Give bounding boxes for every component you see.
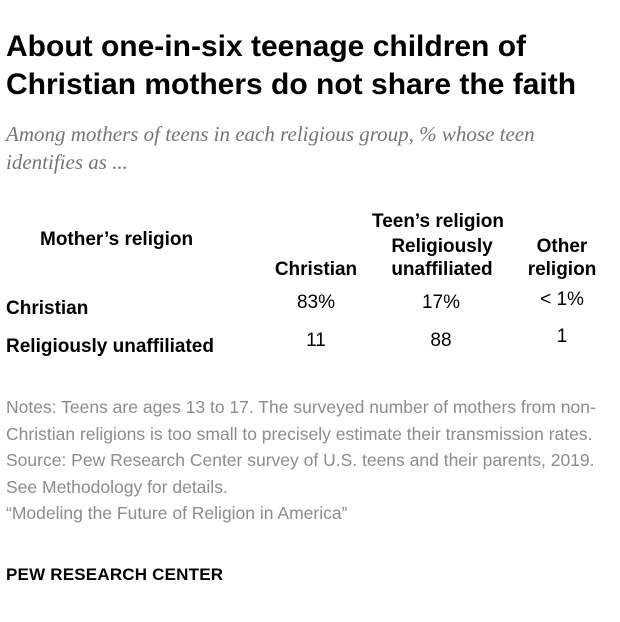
value-unaffiliated-other: 1 — [556, 326, 568, 347]
organization-name: PEW RESEARCH CENTER — [6, 565, 224, 584]
column-header-christian: Christian — [274, 259, 358, 280]
value-christian-other: < 1% — [540, 289, 584, 310]
column-header-unaffiliated: Religiously unaffiliated — [391, 236, 493, 280]
chart-subtitle: Among mothers of teens in each religious… — [6, 122, 535, 174]
row-label-christian: Christian — [6, 298, 89, 319]
notes-text: Notes: Teens are ages 13 to 17. The surv… — [6, 397, 596, 444]
value-christian-christian: 83% — [296, 292, 336, 313]
source-text: Source: Pew Research Center survey of U.… — [6, 450, 595, 497]
column-group-header: Teen’s religion — [372, 211, 504, 232]
row-label-unaffiliated: Religiously unaffiliated — [6, 336, 214, 357]
value-unaffiliated-christian: 11 — [306, 330, 326, 351]
chart-title: About one-in-six teenage children of Chr… — [6, 30, 577, 101]
value-unaffiliated-unaffiliated: 88 — [430, 330, 452, 351]
row-header: Mother’s religion — [40, 229, 194, 250]
report-title: “Modeling the Future of Religion in Amer… — [6, 503, 348, 523]
footnotes: Notes: Teens are ages 13 to 17. The surv… — [6, 394, 606, 527]
value-christian-unaffiliated: 17% — [421, 292, 461, 313]
column-header-other: Other religion — [527, 236, 597, 280]
